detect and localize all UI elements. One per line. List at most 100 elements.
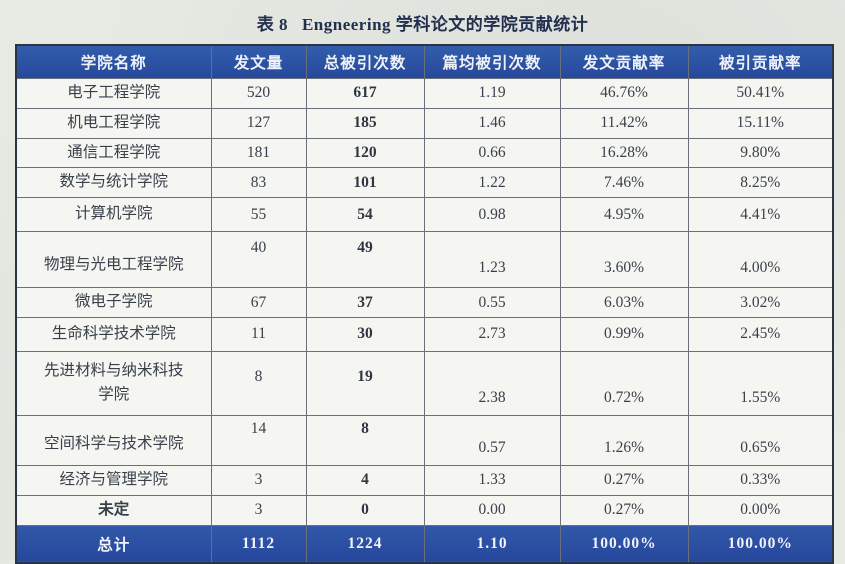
total-value-cell: 1224 bbox=[305, 524, 425, 564]
value-cell: 181 bbox=[210, 137, 307, 169]
column-header-2: 总被引次数 bbox=[305, 44, 425, 79]
value-cell: 67 bbox=[210, 287, 307, 318]
column-header-4: 发文贡献率 bbox=[559, 44, 689, 79]
value-cell: 16.28% bbox=[559, 137, 689, 169]
stats-table: 学院名称 发文量 总被引次数 篇均被引次数 发文贡献率 被引贡献率 电子工程学院 520 61… bbox=[15, 44, 834, 564]
table-row: 通信工程学院 181 120 0.66 16.28% 9.80% bbox=[15, 137, 834, 169]
value-cell: 1.26% bbox=[559, 414, 689, 466]
value-cell: 7.46% bbox=[559, 167, 689, 199]
value-cell: 4.41% bbox=[687, 197, 834, 233]
header-row: 学院名称 发文量 总被引次数 篇均被引次数 发文贡献率 被引贡献率 bbox=[15, 44, 834, 79]
value-cell: 0.66 bbox=[423, 137, 561, 169]
value-cell: 40 bbox=[210, 231, 307, 289]
table-title-text: Engneering 学科论文的学院贡献统计 bbox=[301, 15, 589, 34]
column-header-1: 发文量 bbox=[210, 44, 307, 79]
value-cell: 9.80% bbox=[687, 137, 834, 169]
value-cell: 2.38 bbox=[423, 350, 561, 416]
value-cell: 101 bbox=[305, 167, 425, 199]
value-cell: 617 bbox=[305, 78, 425, 109]
value-cell: 0.72% bbox=[559, 350, 689, 416]
value-cell: 3 bbox=[210, 464, 307, 496]
value-cell: 2.73 bbox=[423, 316, 561, 352]
total-row: 总计 1112 1224 1.10 100.00% 100.00% bbox=[15, 524, 834, 564]
college-name-cell: 空间科学与技术学院 bbox=[15, 414, 212, 466]
value-cell: 19 bbox=[305, 350, 425, 416]
value-cell: 3.60% bbox=[559, 231, 689, 289]
value-cell: 127 bbox=[210, 107, 307, 139]
value-cell: 0.57 bbox=[423, 414, 561, 466]
college-name-cell: 通信工程学院 bbox=[15, 137, 212, 169]
table-title-label: 表 8 bbox=[256, 15, 288, 34]
college-name-cell: 数学与统计学院 bbox=[15, 167, 212, 199]
table-row: 物理与光电工程学院 40 49 1.23 3.60% 4.00% bbox=[15, 231, 834, 289]
value-cell: 1.23 bbox=[423, 231, 561, 289]
college-name-cell: 物理与光电工程学院 bbox=[15, 231, 212, 289]
column-header-0: 学院名称 bbox=[15, 44, 212, 79]
college-name-cell: 生命科学技术学院 bbox=[15, 316, 212, 352]
value-cell: 0.00 bbox=[423, 494, 561, 526]
value-cell: 1.55% bbox=[687, 350, 834, 416]
value-cell: 6.03% bbox=[559, 287, 689, 318]
value-cell: 0.55 bbox=[423, 287, 561, 318]
value-cell: 83 bbox=[210, 167, 307, 199]
table-row: 先进材料与纳米科技 学院 8 19 2.38 0.72% 1.55% bbox=[15, 350, 834, 416]
value-cell: 8 bbox=[305, 414, 425, 466]
value-cell: 15.11% bbox=[687, 107, 834, 139]
total-value-cell: 1112 bbox=[210, 524, 307, 564]
value-cell: 11 bbox=[210, 316, 307, 352]
value-cell: 4 bbox=[305, 464, 425, 496]
college-name-cell: 微电子学院 bbox=[15, 287, 212, 318]
value-cell: 11.42% bbox=[559, 107, 689, 139]
value-cell: 8 bbox=[210, 350, 307, 416]
value-cell: 37 bbox=[305, 287, 425, 318]
column-header-3: 篇均被引次数 bbox=[423, 44, 561, 79]
table-row: 电子工程学院 520 617 1.19 46.76% 50.41% bbox=[15, 78, 834, 109]
stats-table-header: 学院名称 发文量 总被引次数 篇均被引次数 发文贡献率 被引贡献率 bbox=[15, 44, 834, 79]
total-label-cell: 总计 bbox=[15, 524, 212, 564]
value-cell: 4.00% bbox=[687, 231, 834, 289]
value-cell: 55 bbox=[210, 197, 307, 233]
value-cell: 3.02% bbox=[687, 287, 834, 318]
value-cell: 1.46 bbox=[423, 107, 561, 139]
table-row: 计算机学院 55 54 0.98 4.95% 4.41% bbox=[15, 197, 834, 233]
value-cell: 3 bbox=[210, 494, 307, 526]
value-cell: 4.95% bbox=[559, 197, 689, 233]
college-name-cell: 经济与管理学院 bbox=[15, 464, 212, 496]
college-name-cell: 未定 bbox=[15, 494, 212, 526]
value-cell: 8.25% bbox=[687, 167, 834, 199]
value-cell: 2.45% bbox=[687, 316, 834, 352]
table-row: 机电工程学院 127 185 1.46 11.42% 15.11% bbox=[15, 107, 834, 139]
table-row: 微电子学院 67 37 0.55 6.03% 3.02% bbox=[15, 287, 834, 318]
value-cell: 0.99% bbox=[559, 316, 689, 352]
value-cell: 0.98 bbox=[423, 197, 561, 233]
value-cell: 1.19 bbox=[423, 78, 561, 109]
value-cell: 54 bbox=[305, 197, 425, 233]
value-cell: 520 bbox=[210, 78, 307, 109]
table-row: 经济与管理学院 3 4 1.33 0.27% 0.33% bbox=[15, 464, 834, 496]
college-name-cell: 计算机学院 bbox=[15, 197, 212, 233]
total-value-cell: 100.00% bbox=[687, 524, 834, 564]
table-row: 数学与统计学院 83 101 1.22 7.46% 8.25% bbox=[15, 167, 834, 199]
table-title: 表 8 Engneering 学科论文的学院贡献统计 bbox=[0, 10, 845, 35]
value-cell: 30 bbox=[305, 316, 425, 352]
table-row: 空间科学与技术学院 14 8 0.57 1.26% 0.65% bbox=[15, 414, 834, 466]
value-cell: 0.33% bbox=[687, 464, 834, 496]
value-cell: 0.27% bbox=[559, 464, 689, 496]
college-name-cell: 机电工程学院 bbox=[15, 107, 212, 139]
value-cell: 46.76% bbox=[559, 78, 689, 109]
stats-table-footer: 总计 1112 1224 1.10 100.00% 100.00% bbox=[15, 524, 834, 564]
total-value-cell: 100.00% bbox=[559, 524, 689, 564]
table-row: 生命科学技术学院 11 30 2.73 0.99% 2.45% bbox=[15, 316, 834, 352]
table-row: 未定 3 0 0.00 0.27% 0.00% bbox=[15, 494, 834, 526]
college-name-cell: 先进材料与纳米科技 学院 bbox=[15, 350, 212, 416]
total-value-cell: 1.10 bbox=[423, 524, 561, 564]
college-name-cell: 电子工程学院 bbox=[15, 78, 212, 109]
value-cell: 0.00% bbox=[687, 494, 834, 526]
value-cell: 1.33 bbox=[423, 464, 561, 496]
value-cell: 185 bbox=[305, 107, 425, 139]
column-header-5: 被引贡献率 bbox=[687, 44, 834, 79]
value-cell: 0.27% bbox=[559, 494, 689, 526]
value-cell: 49 bbox=[305, 231, 425, 289]
value-cell: 14 bbox=[210, 414, 307, 466]
value-cell: 1.22 bbox=[423, 167, 561, 199]
